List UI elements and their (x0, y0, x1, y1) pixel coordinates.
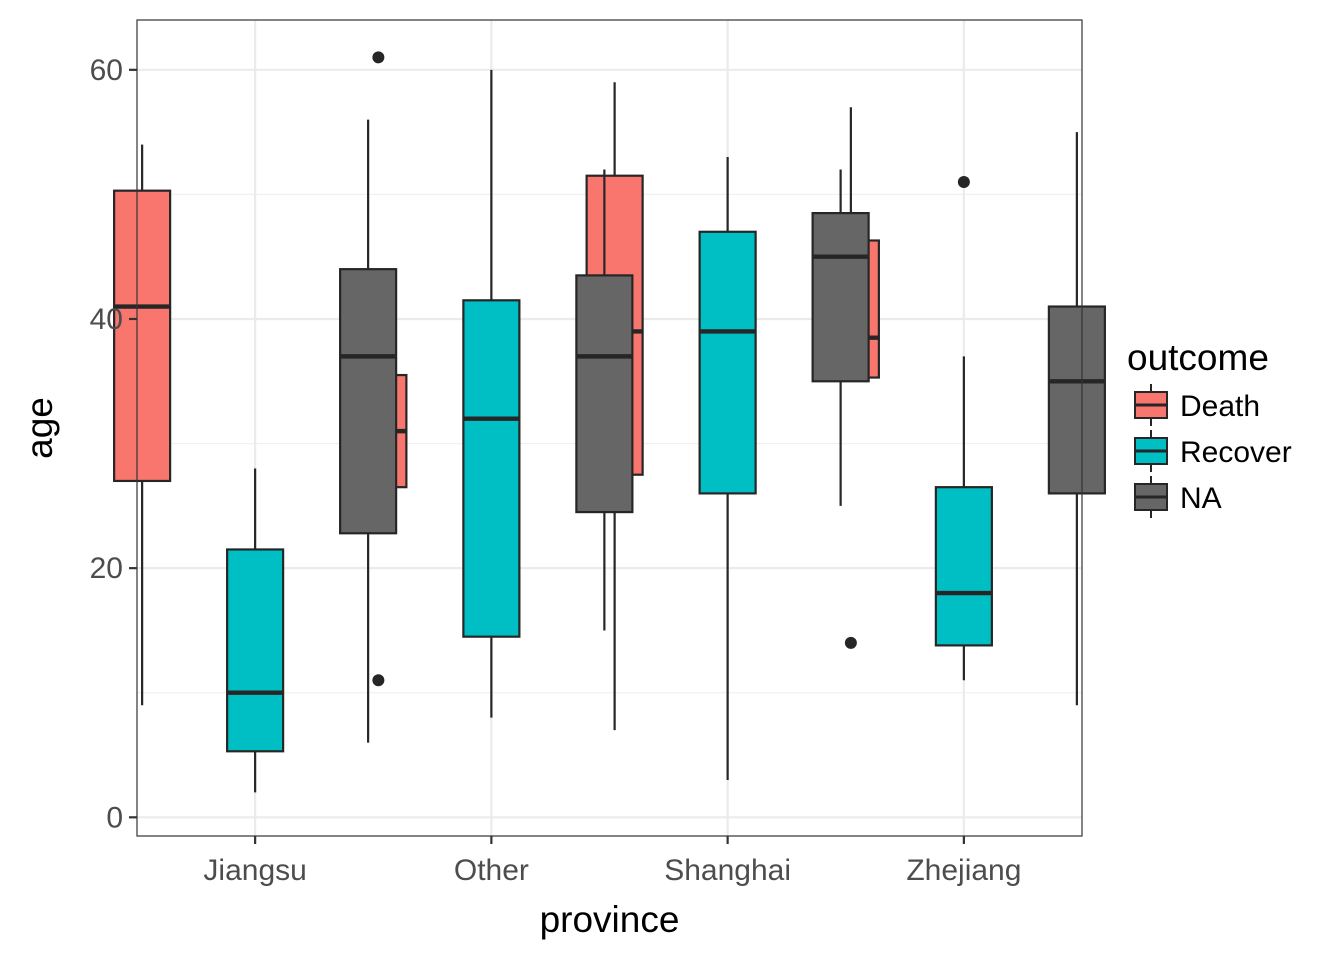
box-body (698, 230, 757, 495)
x-axis-title: province (540, 899, 680, 940)
x-tick-label: Shanghai (664, 854, 791, 887)
box-death-jiangsu (113, 144, 172, 706)
legend-item-death: Death (1134, 384, 1260, 426)
box-body (1047, 305, 1106, 495)
box-na-zhejiang (1047, 132, 1106, 706)
y-axis-title: age (19, 397, 60, 459)
legend-item-recover: Recover (1134, 430, 1292, 472)
outlier-point (372, 51, 385, 64)
legend-label: NA (1180, 482, 1222, 515)
legend: outcome Death Recover NA (1127, 337, 1292, 518)
legend-label: Recover (1180, 436, 1292, 469)
outlier-point (957, 175, 970, 188)
box-recover-other (462, 69, 521, 718)
outlier-point (372, 674, 385, 687)
box-body (462, 299, 521, 638)
y-tick-label: 0 (106, 801, 123, 834)
legend-label: Death (1180, 390, 1260, 423)
box-recover-shanghai (698, 157, 757, 780)
outlier-point (844, 636, 857, 649)
box-na-jiangsu (339, 119, 398, 743)
x-tick-label: Other (454, 854, 529, 887)
box-body (575, 274, 634, 514)
box-body (934, 486, 993, 647)
legend-title: outcome (1127, 337, 1269, 378)
x-axis: Jiangsu Other Shanghai Zhejiang (203, 836, 1021, 887)
box-body (811, 211, 870, 383)
box-na-shanghai (811, 169, 870, 506)
plot-panel-border (136, 19, 1083, 837)
box-body (226, 548, 285, 753)
boxes-layer (113, 51, 1106, 793)
y-axis: 0 20 40 60 (90, 54, 137, 834)
box-body (339, 268, 398, 535)
box-na-other (575, 169, 634, 631)
x-tick-label: Jiangsu (203, 854, 306, 887)
legend-item-na: NA (1134, 476, 1222, 518)
box-body (113, 189, 172, 483)
y-tick-label: 60 (90, 54, 123, 87)
y-tick-label: 20 (90, 552, 123, 585)
x-tick-label: Zhejiang (906, 854, 1021, 887)
box-recover-jiangsu (226, 468, 285, 793)
box-recover-zhejiang (934, 175, 993, 681)
y-tick-label: 40 (90, 303, 123, 336)
